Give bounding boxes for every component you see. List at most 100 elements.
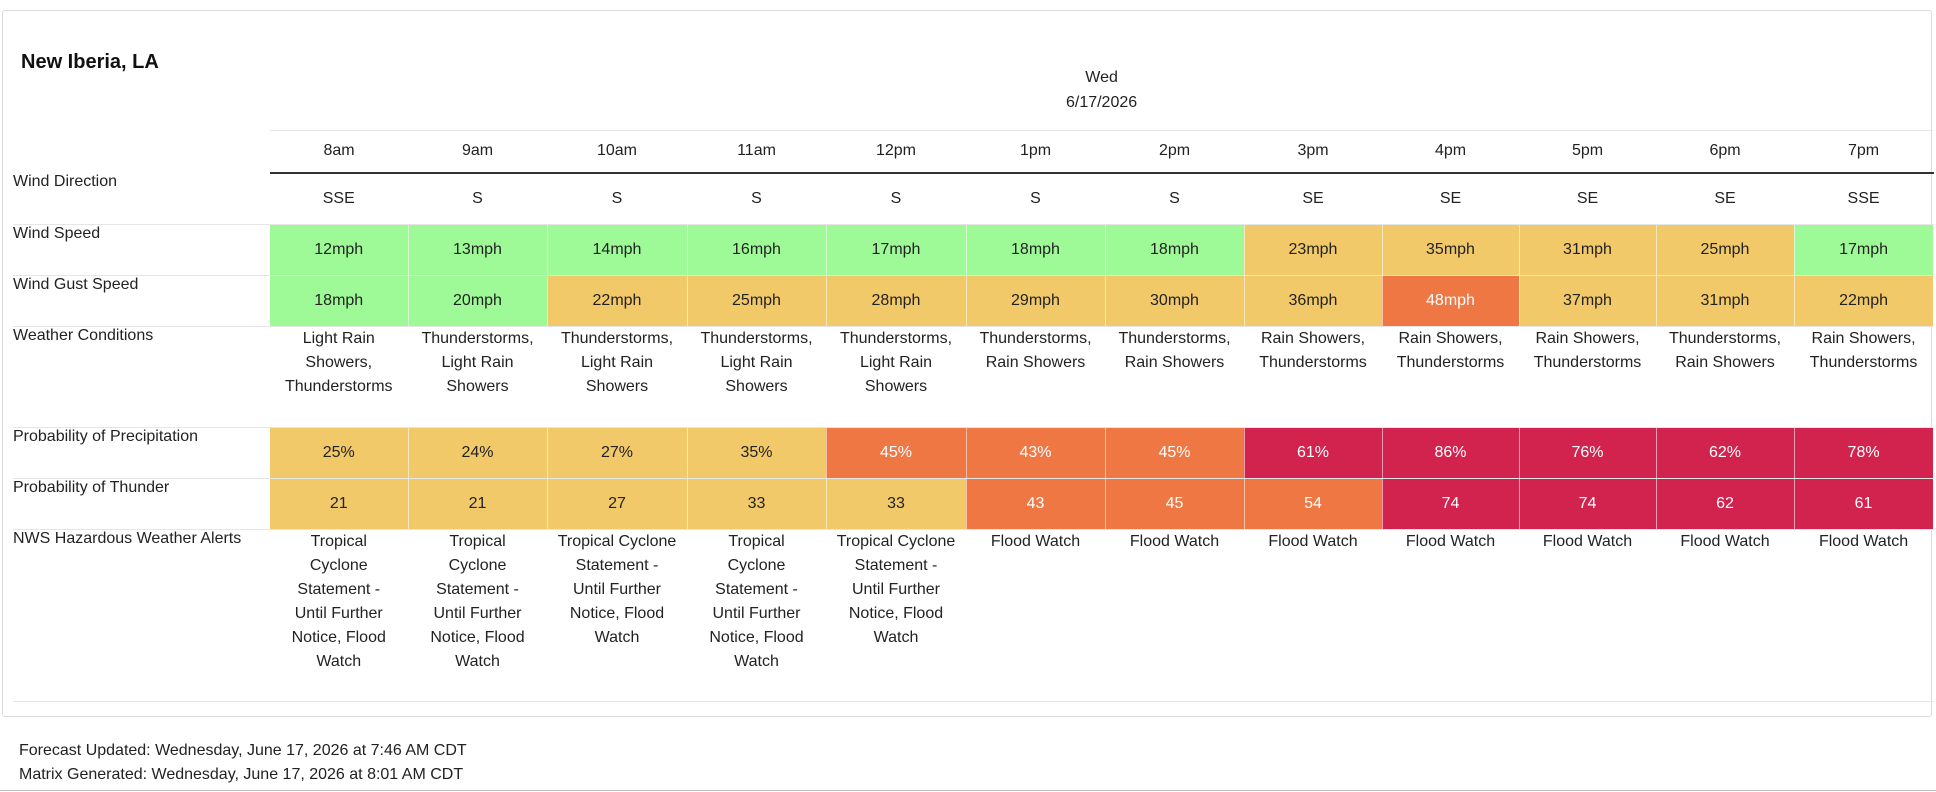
hour-header-5pm: 5pm xyxy=(1519,130,1656,174)
matrix-cell: Tropical Cyclone Statement - Until Furth… xyxy=(687,529,827,702)
matrix-cell: SSE xyxy=(270,173,409,225)
matrix-cell: 45% xyxy=(826,427,967,479)
day-header: Wed 6/17/2026 xyxy=(270,51,1934,131)
hour-header-row: 8am 9am 10am 11am 12pm 1pm 2pm 3pm 4pm 5pm 6pm 7pm xyxy=(13,130,1934,174)
hour-header-3pm: 3pm xyxy=(1244,130,1382,174)
matrix-cell: Thunderstorms, Light Rain Showers xyxy=(547,326,688,428)
matrix-cell: Tropical Cyclone Statement - Until Furth… xyxy=(408,529,548,702)
matrix-generated-text: Matrix Generated: Wednesday, June 17, 20… xyxy=(19,766,464,783)
matrix-cell: SE xyxy=(1656,173,1795,225)
matrix-cell: 43 xyxy=(966,478,1106,530)
matrix-cell: 17mph xyxy=(1794,224,1934,276)
matrix-cell: 62 xyxy=(1656,478,1795,530)
matrix-cell: 22mph xyxy=(547,275,688,327)
matrix-cell: 18mph xyxy=(966,224,1106,276)
row-label: Probability of Thunder xyxy=(13,478,270,530)
matrix-cell: 78% xyxy=(1794,427,1934,479)
matrix-row-weather-conditions: Weather Conditions Light Rain Showers, Th… xyxy=(13,326,1934,428)
hour-header-6pm: 6pm xyxy=(1656,130,1794,174)
matrix-cell: SSE xyxy=(1794,173,1934,225)
row-label: Wind Speed xyxy=(13,224,270,276)
matrix-cell: 76% xyxy=(1519,427,1657,479)
forecast-updated-text: Forecast Updated: Wednesday, June 17, 20… xyxy=(19,742,467,759)
matrix-cell: S xyxy=(547,173,688,225)
matrix-body: Wind Direction SSE S S S S S S SE SE SE SE SSE Wind S… xyxy=(13,173,1934,702)
matrix-cell: 33 xyxy=(687,478,827,530)
matrix-row-probability-of-precipitation: Probability of Precipitation 25% 24% 27% 35%… xyxy=(13,427,1934,479)
row-label: NWS Hazardous Weather Alerts xyxy=(13,529,270,702)
hour-header-4pm: 4pm xyxy=(1382,130,1519,174)
hour-header-9am: 9am xyxy=(408,130,547,174)
row-label: Wind Direction xyxy=(13,173,270,225)
matrix-row-wind-speed: Wind Speed 12mph 13mph 14mph 16mph 17mph 18mph… xyxy=(13,224,1934,276)
matrix-row-wind-gust-speed: Wind Gust Speed 18mph 20mph 22mph 25mph 28mph… xyxy=(13,275,1934,327)
hour-header-10am: 10am xyxy=(547,130,687,174)
matrix-cell: S xyxy=(687,173,827,225)
matrix-cell: Flood Watch xyxy=(1519,529,1657,702)
matrix-cell: 16mph xyxy=(687,224,827,276)
matrix-cell: 18mph xyxy=(270,275,409,327)
matrix-cell: Flood Watch xyxy=(966,529,1106,702)
matrix-cell: Thunderstorms, Rain Showers xyxy=(1105,326,1245,428)
matrix-cell: Thunderstorms, Rain Showers xyxy=(1656,326,1795,428)
matrix-cell: 31mph xyxy=(1656,275,1795,327)
matrix-cell: 25% xyxy=(270,427,409,479)
bottom-divider xyxy=(0,790,1936,791)
matrix-cell: Tropical Cyclone Statement - Until Furth… xyxy=(826,529,967,702)
matrix-cell: 22mph xyxy=(1794,275,1934,327)
hour-header-11am: 11am xyxy=(687,130,826,174)
matrix-cell: 24% xyxy=(408,427,548,479)
matrix-cell: 25mph xyxy=(687,275,827,327)
matrix-cell: Tropical Cyclone Statement - Until Furth… xyxy=(270,529,409,702)
location-title: New Iberia, LA xyxy=(21,51,159,73)
hour-row-label xyxy=(13,130,270,173)
matrix-row-probability-of-thunder: Probability of Thunder 21 21 27 33 33 43 45 54 74… xyxy=(13,478,1934,530)
matrix-cell: 25mph xyxy=(1656,224,1795,276)
matrix-cell: Thunderstorms, Light Rain Showers xyxy=(687,326,827,428)
hour-header-7pm: 7pm xyxy=(1794,130,1934,174)
matrix-cell: 62% xyxy=(1656,427,1795,479)
matrix-cell: Rain Showers, Thunderstorms xyxy=(1794,326,1934,428)
hour-header-2pm: 2pm xyxy=(1105,130,1244,174)
matrix-cell: SE xyxy=(1244,173,1383,225)
matrix-cell: Flood Watch xyxy=(1382,529,1520,702)
matrix-cell: Rain Showers, Thunderstorms xyxy=(1519,326,1657,428)
matrix-cell: 23mph xyxy=(1244,224,1383,276)
matrix-cell: Flood Watch xyxy=(1105,529,1245,702)
matrix-cell: SE xyxy=(1382,173,1520,225)
forecast-panel: Wed 6/17/2026 8am 9am 10am 11am 12pm 1pm 2pm 3p… xyxy=(2,10,1934,717)
matrix-cell: 74 xyxy=(1382,478,1520,530)
matrix-cell: 45% xyxy=(1105,427,1245,479)
matrix-cell: Thunderstorms, Rain Showers xyxy=(966,326,1106,428)
matrix-cell: 27 xyxy=(547,478,688,530)
matrix-cell: 12mph xyxy=(270,224,409,276)
matrix-cell: Thunderstorms, Light Rain Showers xyxy=(408,326,548,428)
matrix-cell: S xyxy=(966,173,1106,225)
matrix-cell: 86% xyxy=(1382,427,1520,479)
matrix-cell: 18mph xyxy=(1105,224,1245,276)
matrix-cell: 14mph xyxy=(547,224,688,276)
matrix-cell: 28mph xyxy=(826,275,967,327)
matrix-cell: 20mph xyxy=(408,275,548,327)
matrix-cell: 45 xyxy=(1105,478,1245,530)
matrix-cell: 21 xyxy=(408,478,548,530)
day-date: 6/17/2026 xyxy=(1065,94,1138,112)
matrix-cell: Rain Showers, Thunderstorms xyxy=(1244,326,1383,428)
matrix-cell: Flood Watch xyxy=(1656,529,1795,702)
matrix-cell: 43% xyxy=(966,427,1106,479)
matrix-cell: 29mph xyxy=(966,275,1106,327)
matrix-cell: Rain Showers, Thunderstorms xyxy=(1382,326,1520,428)
matrix-cell: 21 xyxy=(270,478,409,530)
matrix-cell: Thunderstorms, Light Rain Showers xyxy=(826,326,967,428)
matrix-cell: S xyxy=(1105,173,1245,225)
matrix-cell: 17mph xyxy=(826,224,967,276)
hour-header-12pm: 12pm xyxy=(826,130,966,174)
matrix-cell: 13mph xyxy=(408,224,548,276)
matrix-cell: 36mph xyxy=(1244,275,1383,327)
matrix-cell: 54 xyxy=(1244,478,1383,530)
matrix-cell: 27% xyxy=(547,427,688,479)
matrix-cell: S xyxy=(826,173,967,225)
matrix-cell: Light Rain Showers, Thunderstorms xyxy=(270,326,409,428)
matrix-cell: Flood Watch xyxy=(1794,529,1934,702)
matrix-cell: 30mph xyxy=(1105,275,1245,327)
